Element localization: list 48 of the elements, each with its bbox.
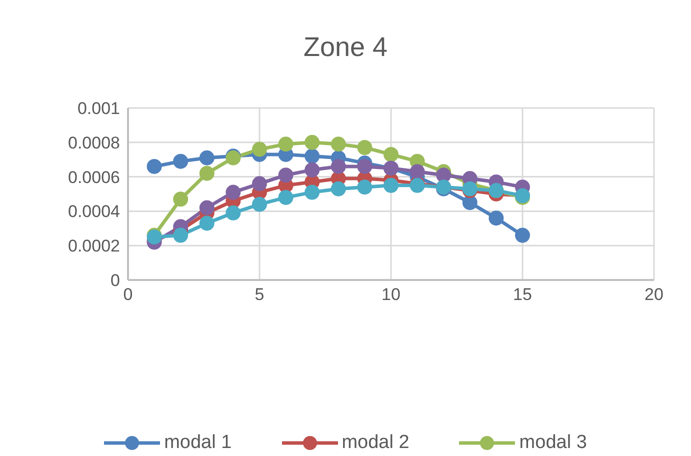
point xyxy=(304,134,320,150)
y-tick-label: 0 xyxy=(110,271,120,290)
point xyxy=(488,210,504,226)
x-tick-label: 10 xyxy=(382,285,400,304)
legend-label: modal 3 xyxy=(519,432,587,454)
point xyxy=(173,192,188,207)
point xyxy=(226,205,241,220)
x-tick-label: 20 xyxy=(644,285,664,304)
point xyxy=(384,146,398,162)
point xyxy=(304,162,320,178)
point xyxy=(278,136,294,152)
point xyxy=(462,195,478,210)
point xyxy=(252,142,267,157)
point xyxy=(252,196,267,212)
legend-label: modal 1 xyxy=(164,432,232,454)
point xyxy=(304,148,320,164)
y-tick-label: 0.0006 xyxy=(68,168,120,187)
point xyxy=(357,158,372,174)
point xyxy=(330,181,346,196)
point xyxy=(304,184,320,200)
point xyxy=(146,158,162,174)
y-tick-label: 0.0002 xyxy=(68,236,120,256)
point xyxy=(357,140,372,156)
point xyxy=(199,200,214,216)
point xyxy=(330,158,346,174)
point xyxy=(515,228,530,243)
point xyxy=(410,164,425,180)
point xyxy=(173,228,188,243)
point xyxy=(226,184,241,200)
point xyxy=(384,178,398,193)
point xyxy=(330,136,346,152)
x-tick-label: 15 xyxy=(513,285,532,304)
point xyxy=(173,154,188,169)
legend-label: modal 2 xyxy=(342,432,410,454)
y-tick-label: 0.0004 xyxy=(68,202,120,222)
point xyxy=(199,216,214,231)
point xyxy=(252,176,267,192)
point xyxy=(199,166,214,181)
y-tick-label: 0.001 xyxy=(77,99,120,118)
point xyxy=(278,190,294,205)
point xyxy=(357,180,372,195)
y-tick-label: 0.0008 xyxy=(68,133,120,152)
point xyxy=(436,168,452,183)
chart-title: Zone 4 xyxy=(302,32,389,63)
x-tick-label: 0 xyxy=(123,285,133,304)
point xyxy=(199,150,214,166)
point xyxy=(278,168,294,183)
x-tick-label: 5 xyxy=(254,285,264,304)
